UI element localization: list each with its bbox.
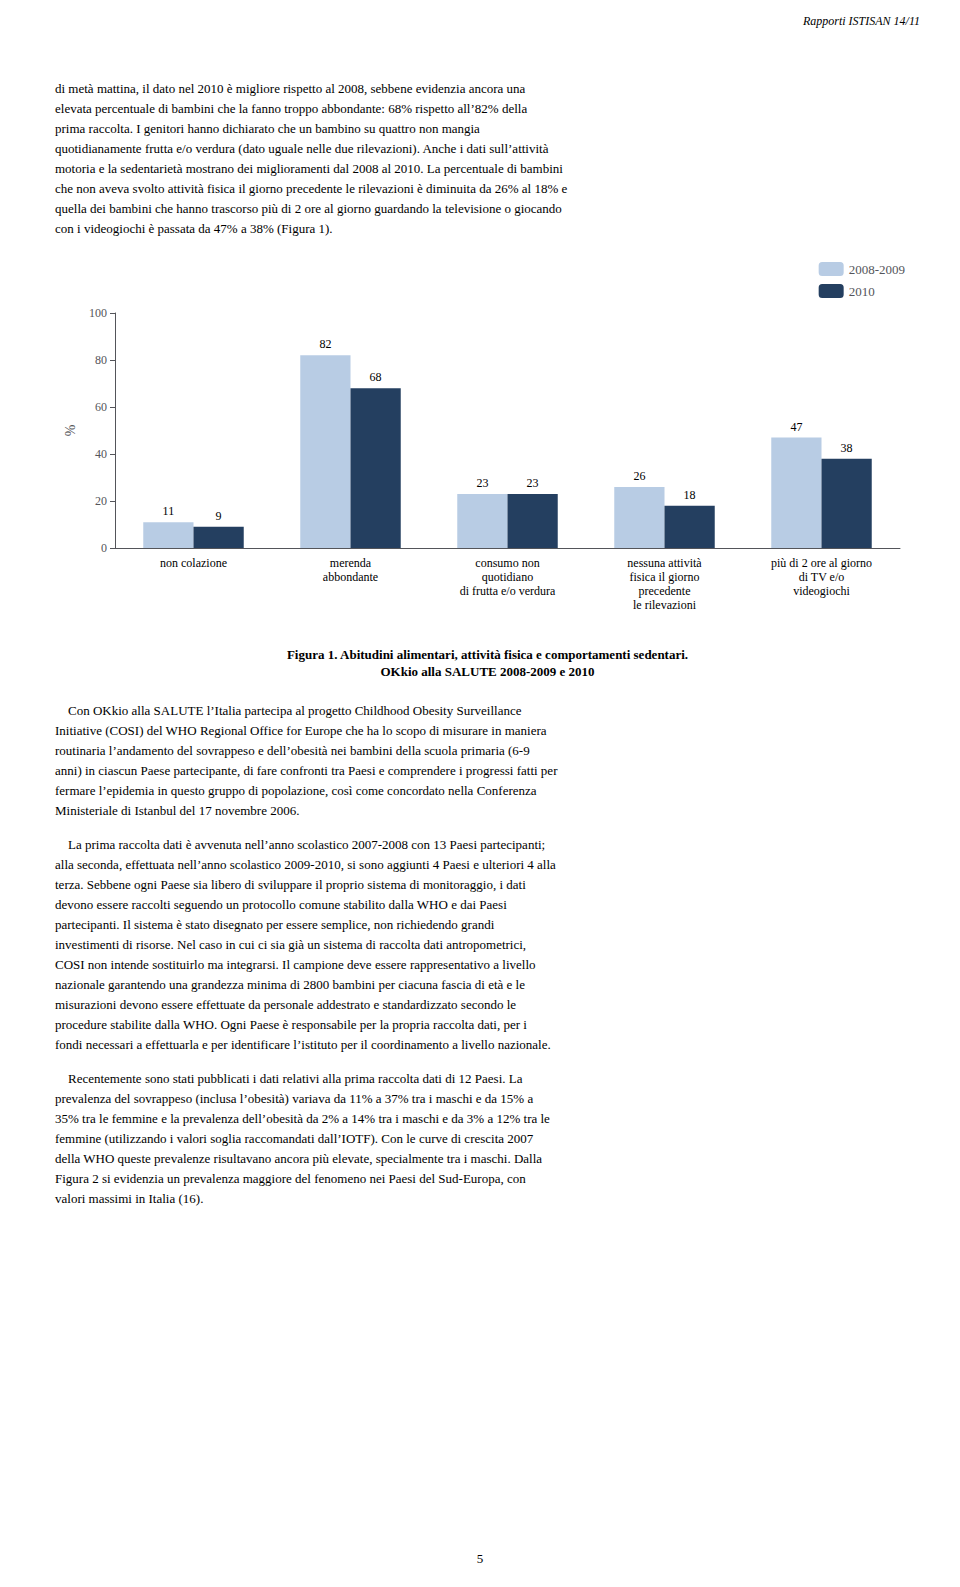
svg-text:2008-2009: 2008-2009 [849,262,905,277]
html-text:Recentemente sono stati pubbli: Recentemente sono stati pubblicati i dat… [55,1071,550,1206]
svg-text:38: 38 [841,441,853,455]
svg-text:%: % [63,424,78,436]
svg-text:Figura 1. Abitudini alimentari: Figura 1. Abitudini alimentari, attività… [287,647,688,662]
svg-text:nessuna attività: nessuna attività [627,556,702,570]
svg-text:82: 82 [319,337,331,351]
svg-text:9: 9 [216,509,222,523]
svg-text:18: 18 [684,488,696,502]
html-text:La prima raccolta dati è avven: La prima raccolta dati è avvenuta nell’a… [55,837,556,1052]
svg-text:quotidiano: quotidiano [482,570,533,584]
svg-text:80: 80 [95,353,107,367]
svg-text:60: 60 [95,400,107,414]
html-text:5: 5 [476,1551,484,1566]
svg-text:11: 11 [163,504,175,518]
svg-text:20: 20 [95,494,107,508]
svg-text:abbondante: abbondante [323,570,378,584]
svg-text:di TV e/o: di TV e/o [799,570,845,584]
svg-text:23: 23 [527,476,539,490]
svg-text:26: 26 [633,469,645,483]
html-text:Rapporti ISTISAN 14/11: Rapporti ISTISAN 14/11 [802,14,920,28]
svg-text:40: 40 [95,447,107,461]
svg-text:consumo non: consumo non [475,556,539,570]
svg-text:0: 0 [101,541,107,555]
svg-text:100: 100 [89,306,107,320]
html-text:Con OKkio alla SALUTE l’Italia: Con OKkio alla SALUTE l’Italia partecipa… [55,703,558,818]
svg-text:le rilevazioni: le rilevazioni [633,598,697,612]
html-text:di metà mattina, il dato nel 2: di metà mattina, il dato nel 2010 è migl… [55,81,568,236]
svg-text:47: 47 [790,420,802,434]
svg-text:videogiochi: videogiochi [793,584,850,598]
svg-text:23: 23 [476,476,488,490]
svg-text:di frutta e/o verdura: di frutta e/o verdura [460,584,556,598]
svg-text:2010: 2010 [849,284,875,299]
svg-text:68: 68 [370,370,382,384]
svg-text:precedente: precedente [639,584,691,598]
svg-text:non colazione: non colazione [160,556,227,570]
svg-text:più di 2 ore al giorno: più di 2 ore al giorno [771,556,872,570]
svg-text:fisica il giorno: fisica il giorno [630,570,700,584]
svg-text:OKkio alla SALUTE 2008-2009 e: OKkio alla SALUTE 2008-2009 e 2010 [380,664,594,679]
svg-text:merenda: merenda [330,556,372,570]
